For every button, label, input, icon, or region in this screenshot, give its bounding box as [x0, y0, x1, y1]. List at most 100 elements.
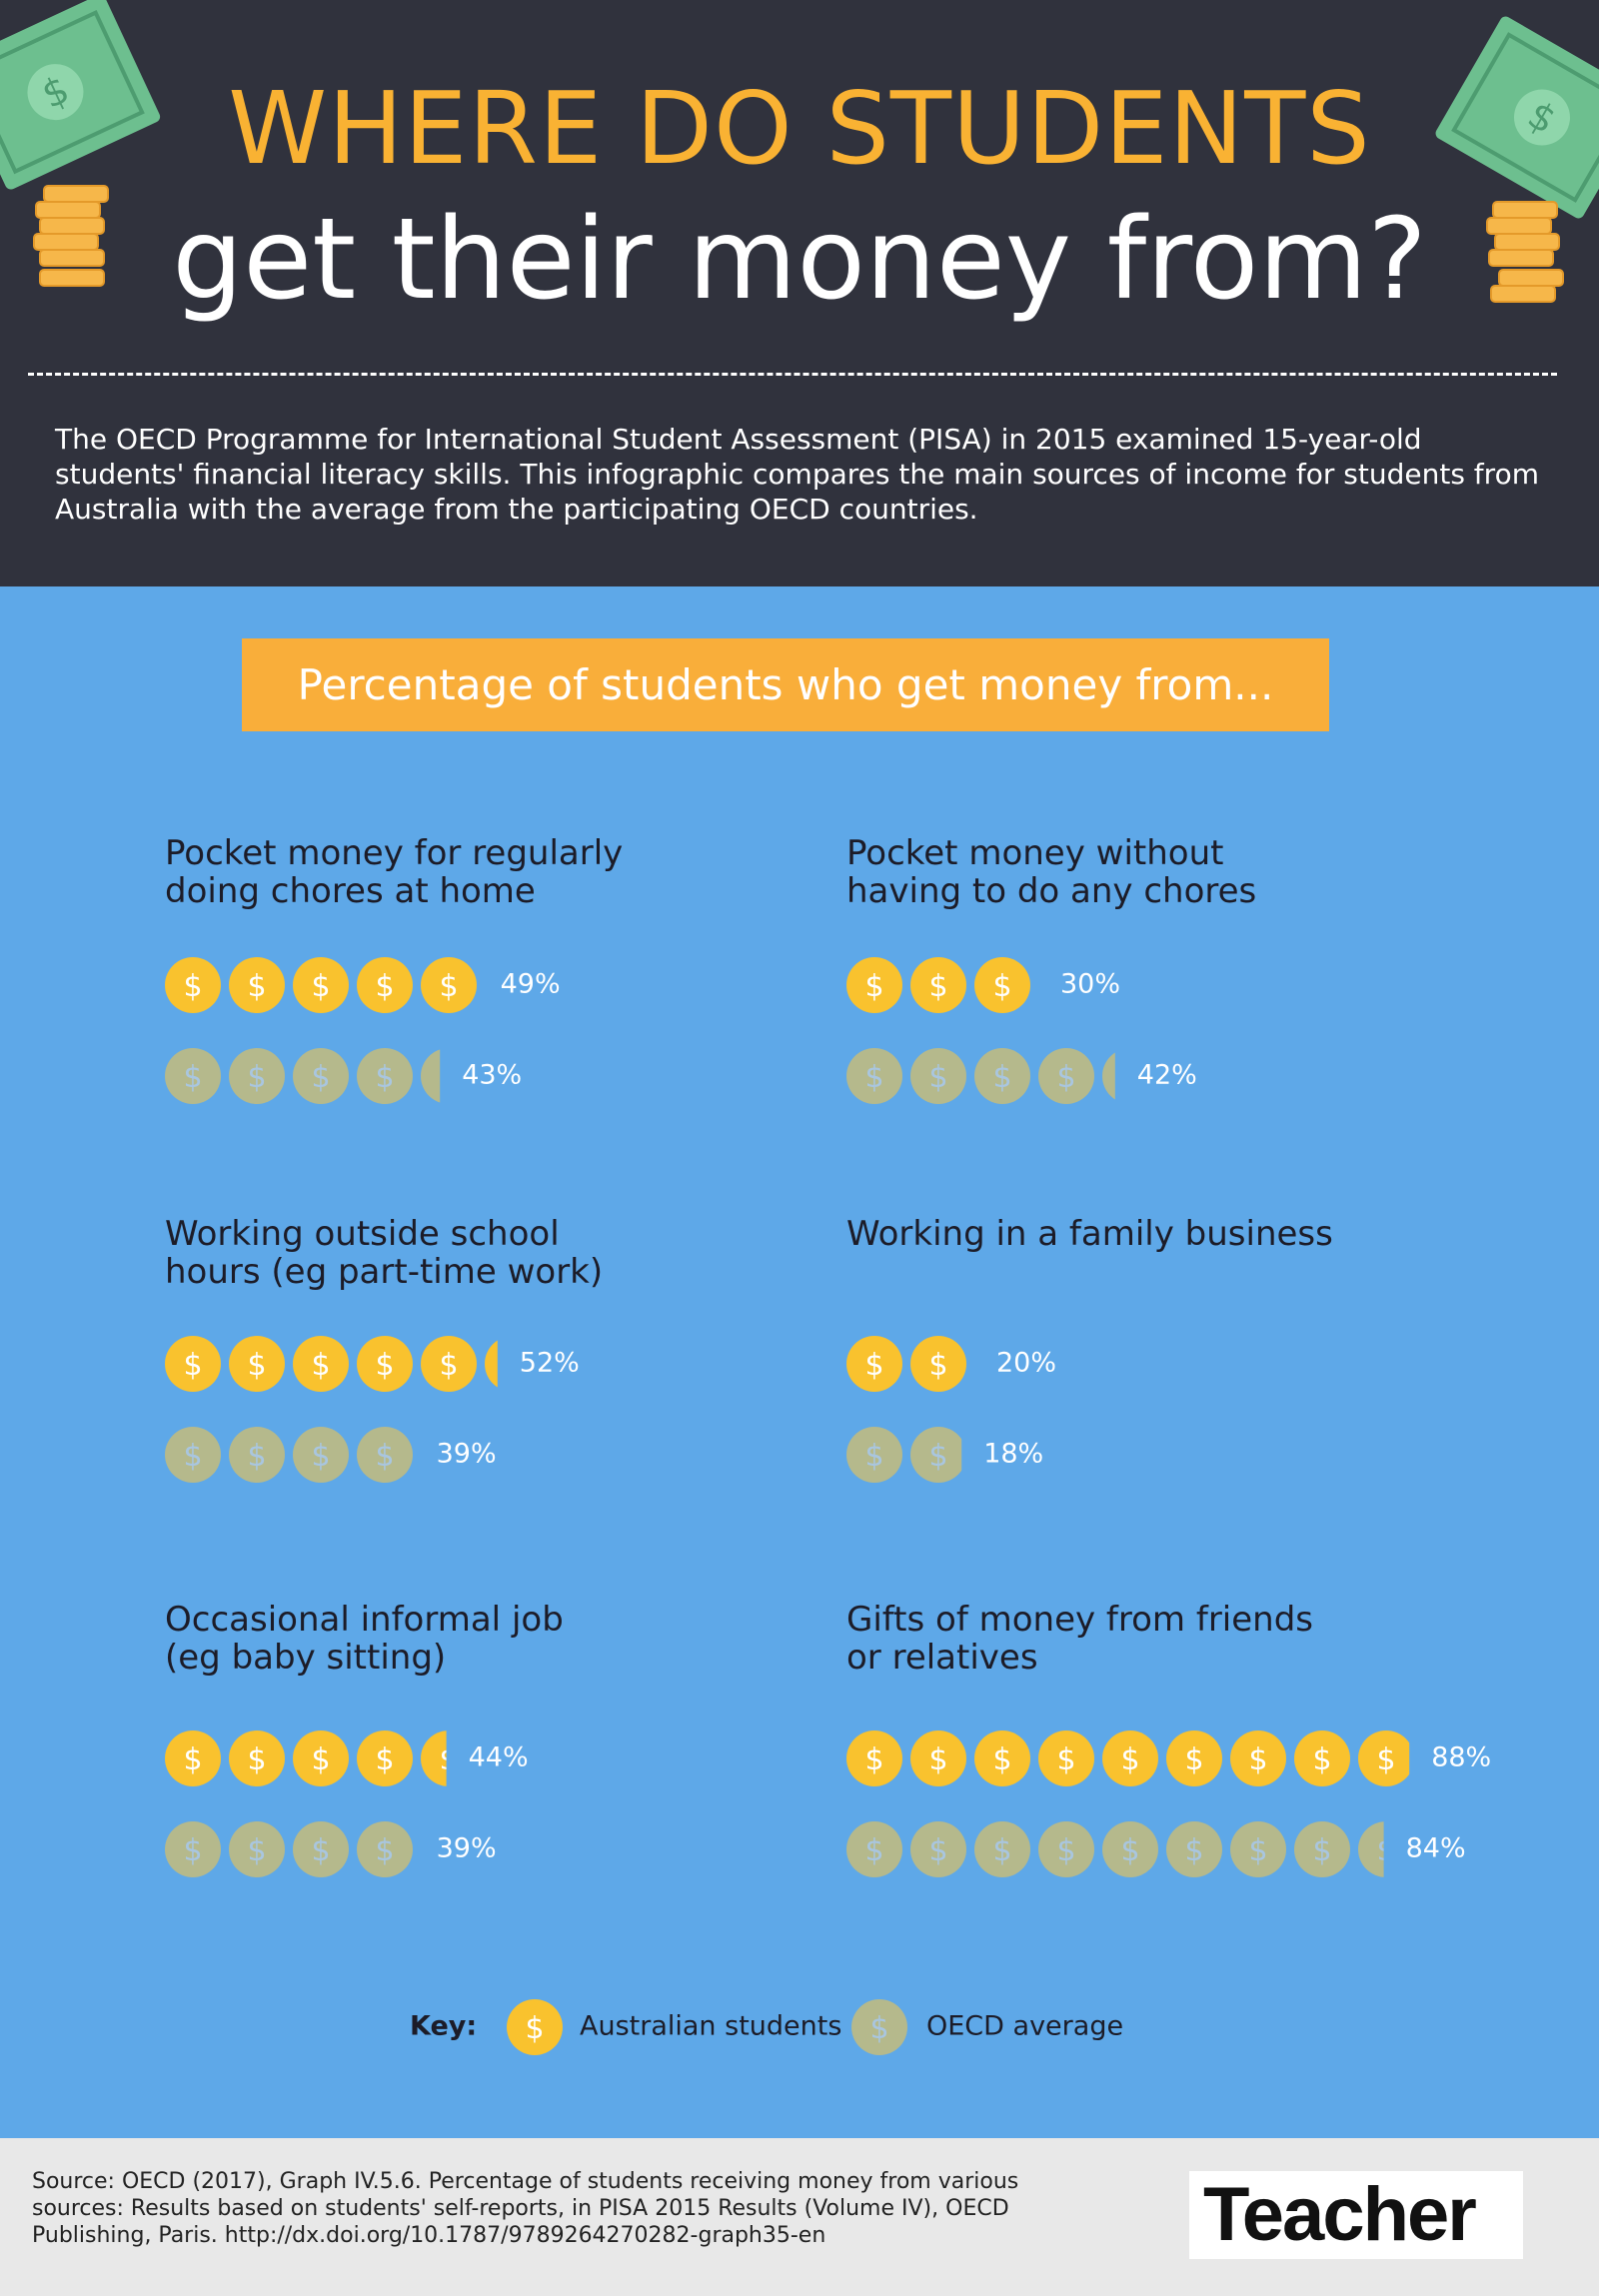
svg-text:$: $ — [1056, 1742, 1075, 1777]
svg-text:$: $ — [864, 1439, 883, 1474]
svg-text:$: $ — [1184, 1833, 1203, 1868]
svg-text:$: $ — [1312, 1742, 1331, 1777]
value-label: 52% — [520, 1348, 580, 1379]
svg-text:$: $ — [247, 969, 266, 1004]
svg-text:$: $ — [311, 969, 330, 1004]
svg-text:$: $ — [928, 1060, 947, 1095]
svg-text:$: $ — [928, 1833, 947, 1868]
value-label: 44% — [469, 1742, 529, 1773]
category-label: Working in a family business — [846, 1214, 1333, 1254]
legend-icon: $ — [507, 1999, 563, 2055]
svg-text:$: $ — [439, 1742, 458, 1777]
legend-label: Australian students — [580, 2011, 841, 2042]
svg-text:$: $ — [525, 2011, 544, 2046]
svg-text:$: $ — [439, 1348, 458, 1383]
svg-text:$: $ — [1056, 1833, 1075, 1868]
pictogram-bar: $ $ $ $ $ $ $ $ $ — [846, 1730, 1410, 1786]
svg-text:$: $ — [439, 969, 458, 1004]
pictogram-bar: $ $ $ $ $ — [165, 1730, 458, 1786]
header — [0, 0, 1599, 586]
intro-text: The OECD Programme for International Stu… — [55, 423, 1539, 526]
svg-text:$: $ — [1376, 1833, 1395, 1868]
svg-text:$: $ — [247, 1833, 266, 1868]
value-label: 88% — [1431, 1742, 1491, 1773]
svg-text:$: $ — [375, 1439, 394, 1474]
svg-text:$: $ — [992, 969, 1011, 1004]
svg-text:$: $ — [247, 1439, 266, 1474]
value-label: 30% — [1060, 969, 1120, 1000]
svg-text:$: $ — [247, 1742, 266, 1777]
chart: $ $ $ $ $49%$ $ $ $ $43%$ $ $30%$ $ $ $ $42%$ $ $ $ $ $52%$… — [165, 957, 1491, 2055]
chart-title: Percentage of students who get money fro… — [242, 638, 1329, 731]
value-label: 42% — [1137, 1060, 1197, 1091]
banknote: $ — [0, 0, 161, 190]
pictogram-bar: $ $ $ — [846, 957, 1030, 1013]
logo: Teacher — [1189, 2171, 1523, 2259]
legend-icon: $ — [851, 1999, 907, 2055]
svg-text:$: $ — [375, 1060, 394, 1095]
value-label: 43% — [462, 1060, 522, 1091]
pictogram-bar: $ $ $ $ $ — [165, 1048, 458, 1104]
svg-text:$: $ — [864, 969, 883, 1004]
svg-text:$: $ — [183, 1742, 202, 1777]
value-label: 18% — [983, 1439, 1043, 1470]
divider — [28, 373, 1557, 376]
value-label: 39% — [437, 1439, 497, 1470]
svg-text:$: $ — [992, 1060, 1011, 1095]
svg-text:$: $ — [992, 1833, 1011, 1868]
svg-text:$: $ — [439, 1060, 458, 1095]
svg-text:$: $ — [311, 1060, 330, 1095]
decorations: $ $ — [0, 0, 1599, 303]
value-label: 84% — [1406, 1833, 1466, 1864]
svg-text:$: $ — [183, 1833, 202, 1868]
svg-text:$: $ — [864, 1833, 883, 1868]
svg-text:$: $ — [992, 1742, 1011, 1777]
svg-text:$: $ — [311, 1348, 330, 1383]
pictogram-bar: $ $ — [846, 1336, 966, 1392]
value-label: 20% — [996, 1348, 1056, 1379]
svg-text:$: $ — [247, 1060, 266, 1095]
title: get their money from? — [172, 195, 1427, 325]
pictogram-bar: $ $ $ $ $ $ $ $ $ — [846, 1821, 1395, 1877]
pictogram-bar: $ $ $ $ $ $ — [165, 1336, 498, 1392]
svg-text:$: $ — [1120, 1742, 1139, 1777]
pictogram-bar: $ $ $ $ $ — [165, 957, 477, 1013]
value-label: 39% — [437, 1833, 497, 1864]
svg-text:$: $ — [928, 969, 947, 1004]
category-label: Gifts of money from friends or relatives — [846, 1600, 1314, 1678]
svg-text:$: $ — [375, 1833, 394, 1868]
svg-text:$: $ — [311, 1833, 330, 1868]
svg-text:$: $ — [869, 2011, 888, 2046]
legend-title: Key: — [410, 2011, 477, 2042]
category-label: Pocket money for regularly doing chores … — [165, 833, 624, 911]
value-label: 49% — [501, 969, 561, 1000]
svg-text:$: $ — [1120, 1833, 1139, 1868]
svg-text:$: $ — [375, 1742, 394, 1777]
svg-text:$: $ — [183, 1060, 202, 1095]
svg-text:$: $ — [928, 1348, 947, 1383]
svg-text:$: $ — [1184, 1742, 1203, 1777]
svg-text:$: $ — [183, 1439, 202, 1474]
svg-text:$: $ — [864, 1742, 883, 1777]
title: WHERE DO STUDENTS — [228, 70, 1371, 187]
svg-text:$: $ — [311, 1742, 330, 1777]
svg-text:$: $ — [375, 969, 394, 1004]
svg-text:$: $ — [1248, 1742, 1267, 1777]
coin-stack — [33, 185, 1564, 303]
svg-text:$: $ — [1248, 1833, 1267, 1868]
svg-text:$: $ — [247, 1348, 266, 1383]
svg-text:$: $ — [864, 1060, 883, 1095]
category-label: Occasional informal job (eg baby sitting… — [165, 1600, 564, 1678]
svg-text:$: $ — [311, 1439, 330, 1474]
pictogram-bar: $ $ $ $ — [165, 1821, 413, 1877]
legend-label: OECD average — [926, 2011, 1123, 2042]
svg-text:$: $ — [928, 1742, 947, 1777]
svg-text:$: $ — [928, 1439, 947, 1474]
pictogram-bar: $ $ $ $ — [165, 1427, 413, 1483]
svg-text:$: $ — [1312, 1833, 1331, 1868]
source: Source: OECD (2017), Graph IV.5.6. Perce… — [32, 2169, 1019, 2248]
svg-text:$: $ — [183, 1348, 202, 1383]
svg-text:$: $ — [1056, 1060, 1075, 1095]
svg-text:$: $ — [864, 1348, 883, 1383]
